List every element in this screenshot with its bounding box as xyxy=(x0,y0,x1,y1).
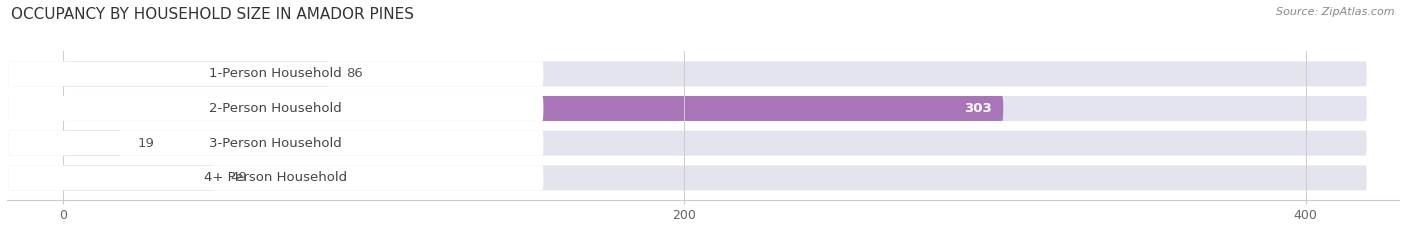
FancyBboxPatch shape xyxy=(8,61,544,86)
Text: 49: 49 xyxy=(231,171,247,184)
Text: 86: 86 xyxy=(346,67,363,80)
Text: 1-Person Household: 1-Person Household xyxy=(209,67,342,80)
Text: OCCUPANCY BY HOUSEHOLD SIZE IN AMADOR PINES: OCCUPANCY BY HOUSEHOLD SIZE IN AMADOR PI… xyxy=(11,7,415,22)
FancyBboxPatch shape xyxy=(8,165,1367,190)
FancyBboxPatch shape xyxy=(8,96,544,121)
Text: 4+ Person Household: 4+ Person Household xyxy=(204,171,347,184)
FancyBboxPatch shape xyxy=(65,61,329,86)
FancyBboxPatch shape xyxy=(8,131,1367,156)
FancyBboxPatch shape xyxy=(65,165,214,190)
FancyBboxPatch shape xyxy=(8,165,544,190)
FancyBboxPatch shape xyxy=(8,131,544,156)
Text: 3-Person Household: 3-Person Household xyxy=(209,137,342,150)
Text: 303: 303 xyxy=(965,102,993,115)
Text: Source: ZipAtlas.com: Source: ZipAtlas.com xyxy=(1277,7,1395,17)
FancyBboxPatch shape xyxy=(65,96,1004,121)
FancyBboxPatch shape xyxy=(8,96,1367,121)
FancyBboxPatch shape xyxy=(8,61,1367,86)
Text: 2-Person Household: 2-Person Household xyxy=(209,102,342,115)
FancyBboxPatch shape xyxy=(65,131,121,156)
Text: 19: 19 xyxy=(138,137,155,150)
